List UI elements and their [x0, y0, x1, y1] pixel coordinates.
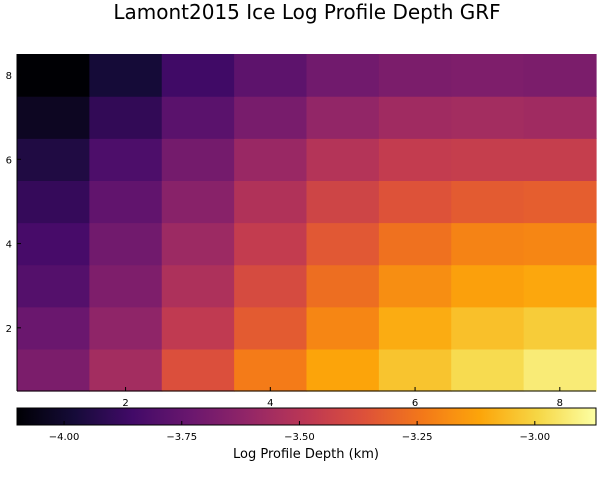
heatmap-cell [234, 54, 308, 97]
heatmap-cell [234, 222, 308, 266]
heatmap-cell [451, 54, 525, 97]
heatmap-cell [523, 264, 597, 308]
heatmap-cell [451, 222, 525, 266]
heatmap-cell [523, 96, 597, 139]
chart-title: Lamont2015 Ice Log Profile Depth GRF [113, 0, 500, 24]
heatmap-cell [161, 264, 235, 308]
heatmap-cell [161, 222, 235, 266]
heatmap-cell [161, 348, 235, 392]
colorbar [16, 407, 597, 426]
heatmap-cell [17, 96, 90, 139]
heatmap-cell [161, 54, 235, 97]
heatmap-cell [378, 54, 452, 97]
heatmap-cell [378, 222, 452, 266]
y-axis: 2 4 6 8 [6, 71, 21, 335]
heatmap-cell [161, 306, 235, 350]
heatmap-cell [306, 306, 380, 350]
heatmap-cell [306, 54, 380, 97]
x-axis: 2 4 6 8 [122, 387, 563, 409]
heatmap-cell [306, 222, 380, 266]
heatmap-cell [234, 306, 308, 350]
heatmap-cell [306, 138, 380, 181]
heatmap-cell [306, 264, 380, 308]
heatmap-cell [17, 306, 90, 350]
heatmap-cell [89, 180, 163, 224]
heatmap-cell [378, 138, 452, 181]
heatmap-cell [378, 348, 452, 392]
heatmap-cell [523, 138, 597, 181]
heatmap-cell [89, 222, 163, 266]
colorbar-tick-label: −3.75 [166, 432, 197, 443]
y-tick-label: 8 [6, 71, 12, 82]
heatmap-cell [161, 96, 235, 139]
heatmap-cell [451, 348, 525, 392]
heatmap-cell [234, 180, 308, 224]
heatmap-cell [17, 54, 90, 97]
x-tick-label: 2 [122, 398, 128, 409]
heatmap-cell [234, 138, 308, 181]
y-tick-label: 4 [6, 240, 12, 251]
heatmap-cell [378, 264, 452, 308]
x-tick-label: 4 [267, 398, 273, 409]
heatmap-cell [89, 54, 163, 97]
heatmap-cell [89, 306, 163, 350]
x-tick-label: 6 [412, 398, 418, 409]
y-tick-label: 2 [6, 324, 12, 335]
heatmap-cell [17, 264, 90, 308]
heatmap-cell [523, 348, 597, 392]
heatmap-cell [378, 180, 452, 224]
heatmap-cell [523, 54, 597, 97]
heatmap-cell [378, 96, 452, 139]
colorbar-axis: −4.00 −3.75 −3.50 −3.25 −3.00 [49, 421, 550, 443]
heatmap-cell [523, 222, 597, 266]
heatmap-cell [17, 348, 90, 392]
heatmap-cell [306, 180, 380, 224]
heatmap-cell [234, 96, 308, 139]
heatmap-cell [451, 138, 525, 181]
heatmap-cell [523, 306, 597, 350]
heatmap-cell [451, 264, 525, 308]
heatmap-cell [378, 306, 452, 350]
heatmap-cell [89, 264, 163, 308]
heatmap-cell [17, 222, 90, 266]
y-tick-label: 6 [6, 155, 12, 166]
heatmap-cell [523, 180, 597, 224]
heatmap-cell [89, 96, 163, 139]
heatmap-cell [451, 180, 525, 224]
plot-frame [16, 54, 596, 392]
heatmap-cell [234, 348, 308, 392]
heatmap-cells [17, 54, 597, 392]
colorbar-tick-label: −3.25 [402, 432, 433, 443]
colorbar-label: Log Profile Depth (km) [233, 447, 379, 462]
heatmap-cell [306, 96, 380, 139]
heatmap-cell [451, 306, 525, 350]
heatmap-cell [451, 96, 525, 139]
heatmap-cell [89, 138, 163, 181]
heatmap-cell [17, 180, 90, 224]
colorbar-tick-label: −3.50 [284, 432, 315, 443]
heatmap-cell [89, 348, 163, 392]
heatmap-cell [234, 264, 308, 308]
x-tick-label: 8 [557, 398, 563, 409]
heatmap-cell [17, 138, 90, 181]
heatmap-cell [161, 180, 235, 224]
colorbar-tick-label: −4.00 [49, 432, 80, 443]
colorbar-tick-label: −3.00 [519, 432, 550, 443]
heatmap-cell [161, 138, 235, 181]
heatmap-cell [306, 348, 380, 392]
